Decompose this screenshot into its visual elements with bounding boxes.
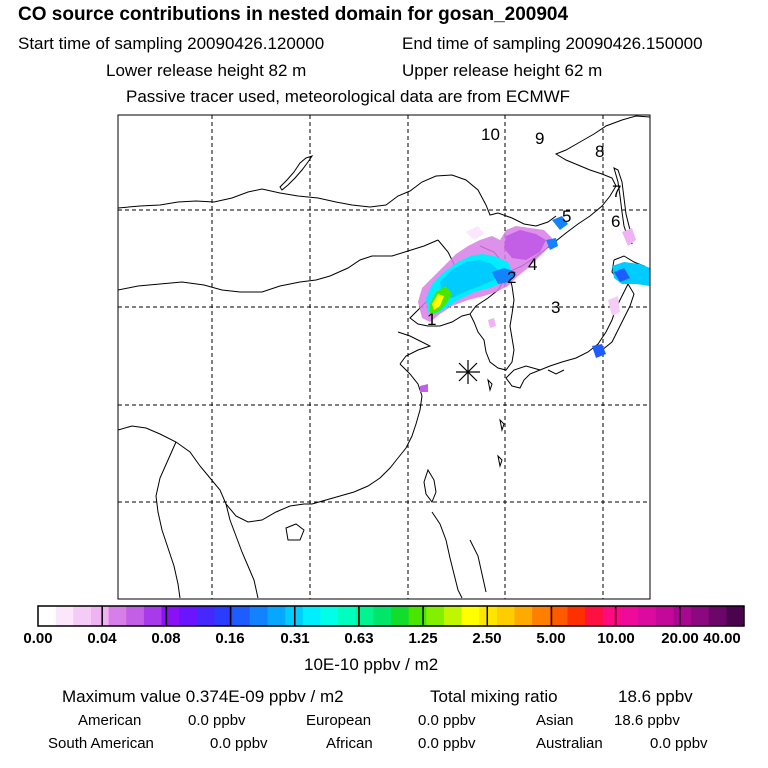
colorbar-swatch xyxy=(232,606,251,626)
cb-tick-6: 1.25 xyxy=(408,630,438,647)
colorbar-swatch xyxy=(161,606,180,626)
plot-title: CO source contributions in nested domain… xyxy=(18,4,569,25)
colorbar-swatch xyxy=(514,606,533,626)
colorbar-swatch xyxy=(426,606,445,626)
region-australian-value: 0.0 ppbv xyxy=(650,735,708,752)
colorbar-swatch xyxy=(55,606,74,626)
traj-label-3: 3 xyxy=(551,298,560,317)
colorbar-swatch xyxy=(567,606,586,626)
region-american-value: 0.0 ppbv xyxy=(188,712,246,729)
colorbar-swatch xyxy=(338,606,357,626)
colorbar-swatch xyxy=(108,606,127,626)
colorbar-swatch xyxy=(408,606,427,626)
colorbar-swatch xyxy=(126,606,145,626)
colorbar-units: 10E-10 ppbv / m2 xyxy=(304,655,439,674)
traj-label-1: 1 xyxy=(427,310,436,329)
grid-lines xyxy=(118,115,650,599)
colorbar-swatch xyxy=(373,606,392,626)
traj-label-6: 6 xyxy=(611,212,620,231)
colorbar-swatch xyxy=(620,606,639,626)
cb-tick-8: 5.00 xyxy=(536,630,566,647)
colorbar-swatch xyxy=(196,606,215,626)
colorbar-swatch xyxy=(267,606,286,626)
region-european-value: 0.0 ppbv xyxy=(418,712,476,729)
total-mixing-ratio-value: 18.6 ppbv xyxy=(618,687,693,706)
colorbar-swatch xyxy=(391,606,410,626)
coastlines xyxy=(118,115,650,599)
colorbar-swatch xyxy=(585,606,604,626)
cb-tick-1: 0.04 xyxy=(87,630,117,647)
traj-label-9: 9 xyxy=(535,129,544,148)
cb-tick-5: 0.63 xyxy=(344,630,374,647)
sampling-start: Start time of sampling 20090426.120000 xyxy=(18,34,325,53)
region-south-american-value: 0.0 ppbv xyxy=(210,735,268,752)
colorbar-swatch xyxy=(461,606,480,626)
colorbar-swatch xyxy=(214,606,233,626)
cb-tick-0: 0.00 xyxy=(23,630,53,647)
traj-label-10: 10 xyxy=(481,125,500,144)
sampling-end: End time of sampling 20090426.150000 xyxy=(402,34,703,53)
region-american-name: American xyxy=(78,712,142,729)
source-contribution-field xyxy=(418,216,650,392)
traj-label-8: 8 xyxy=(595,142,604,161)
cb-tick-9: 10.00 xyxy=(597,630,635,647)
traj-label-5: 5 xyxy=(562,207,571,226)
cb-tick-3: 0.16 xyxy=(215,630,245,647)
colorbar-swatch xyxy=(532,606,551,626)
region-australian-name: Australian xyxy=(536,735,603,752)
traj-label-4: 4 xyxy=(528,255,537,274)
colorbar-swatch xyxy=(638,606,657,626)
map-border xyxy=(117,114,651,600)
colorbar-ticks xyxy=(101,606,681,626)
colorbar-swatch xyxy=(726,606,745,626)
colorbar-swatch xyxy=(673,606,692,626)
colorbar-swatch xyxy=(708,606,727,626)
colorbar-swatch xyxy=(602,606,621,626)
colorbar-swatch xyxy=(691,606,710,626)
colorbar-swatch xyxy=(73,606,92,626)
region-asian-name: Asian xyxy=(536,712,574,729)
colorbar-swatch xyxy=(655,606,674,626)
colorbar-swatch xyxy=(320,606,339,626)
region-south-american-name: South American xyxy=(48,735,154,752)
colorbar-swatch xyxy=(549,606,568,626)
cb-tick-11: 40.00 xyxy=(703,630,741,647)
colorbar xyxy=(38,606,745,626)
colorbar-swatch xyxy=(143,606,163,626)
colorbar-swatch xyxy=(90,606,110,626)
region-asian-value: 18.6 ppbv xyxy=(614,712,680,729)
colorbar-swatch xyxy=(249,606,268,626)
region-african-name: African xyxy=(326,735,373,752)
cb-tick-2: 0.08 xyxy=(151,630,181,647)
maximum-value: Maximum value 0.374E-09 ppbv / m2 xyxy=(62,687,344,706)
colorbar-swatch xyxy=(443,606,463,626)
colorbar-swatch xyxy=(302,606,321,626)
colorbar-swatch xyxy=(38,606,57,626)
cb-tick-4: 0.31 xyxy=(280,630,310,647)
region-european-name: European xyxy=(306,712,372,729)
receptor-marker xyxy=(456,360,480,384)
map-area: 1 2 3 4 5 6 7 8 9 10 xyxy=(118,115,650,599)
upper-release-height: Upper release height 62 m xyxy=(402,61,603,80)
traj-label-2: 2 xyxy=(507,268,516,287)
trajectory-labels: 1 2 3 4 5 6 7 8 9 10 xyxy=(427,125,621,329)
colorbar-swatch xyxy=(179,606,198,626)
total-mixing-ratio-label: Total mixing ratio xyxy=(430,687,558,706)
traj-label-7: 7 xyxy=(612,182,621,201)
tracer-note: Passive tracer used, meteorological data… xyxy=(126,87,571,106)
colorbar-swatch xyxy=(479,606,498,626)
colorbar-swatch xyxy=(496,606,516,626)
cb-tick-7: 2.50 xyxy=(472,630,502,647)
region-african-value: 0.0 ppbv xyxy=(418,735,476,752)
colorbar-border xyxy=(37,605,745,627)
cb-tick-10: 20.00 xyxy=(661,630,699,647)
lower-release-height: Lower release height 82 m xyxy=(106,61,307,80)
colorbar-swatch xyxy=(355,606,374,626)
